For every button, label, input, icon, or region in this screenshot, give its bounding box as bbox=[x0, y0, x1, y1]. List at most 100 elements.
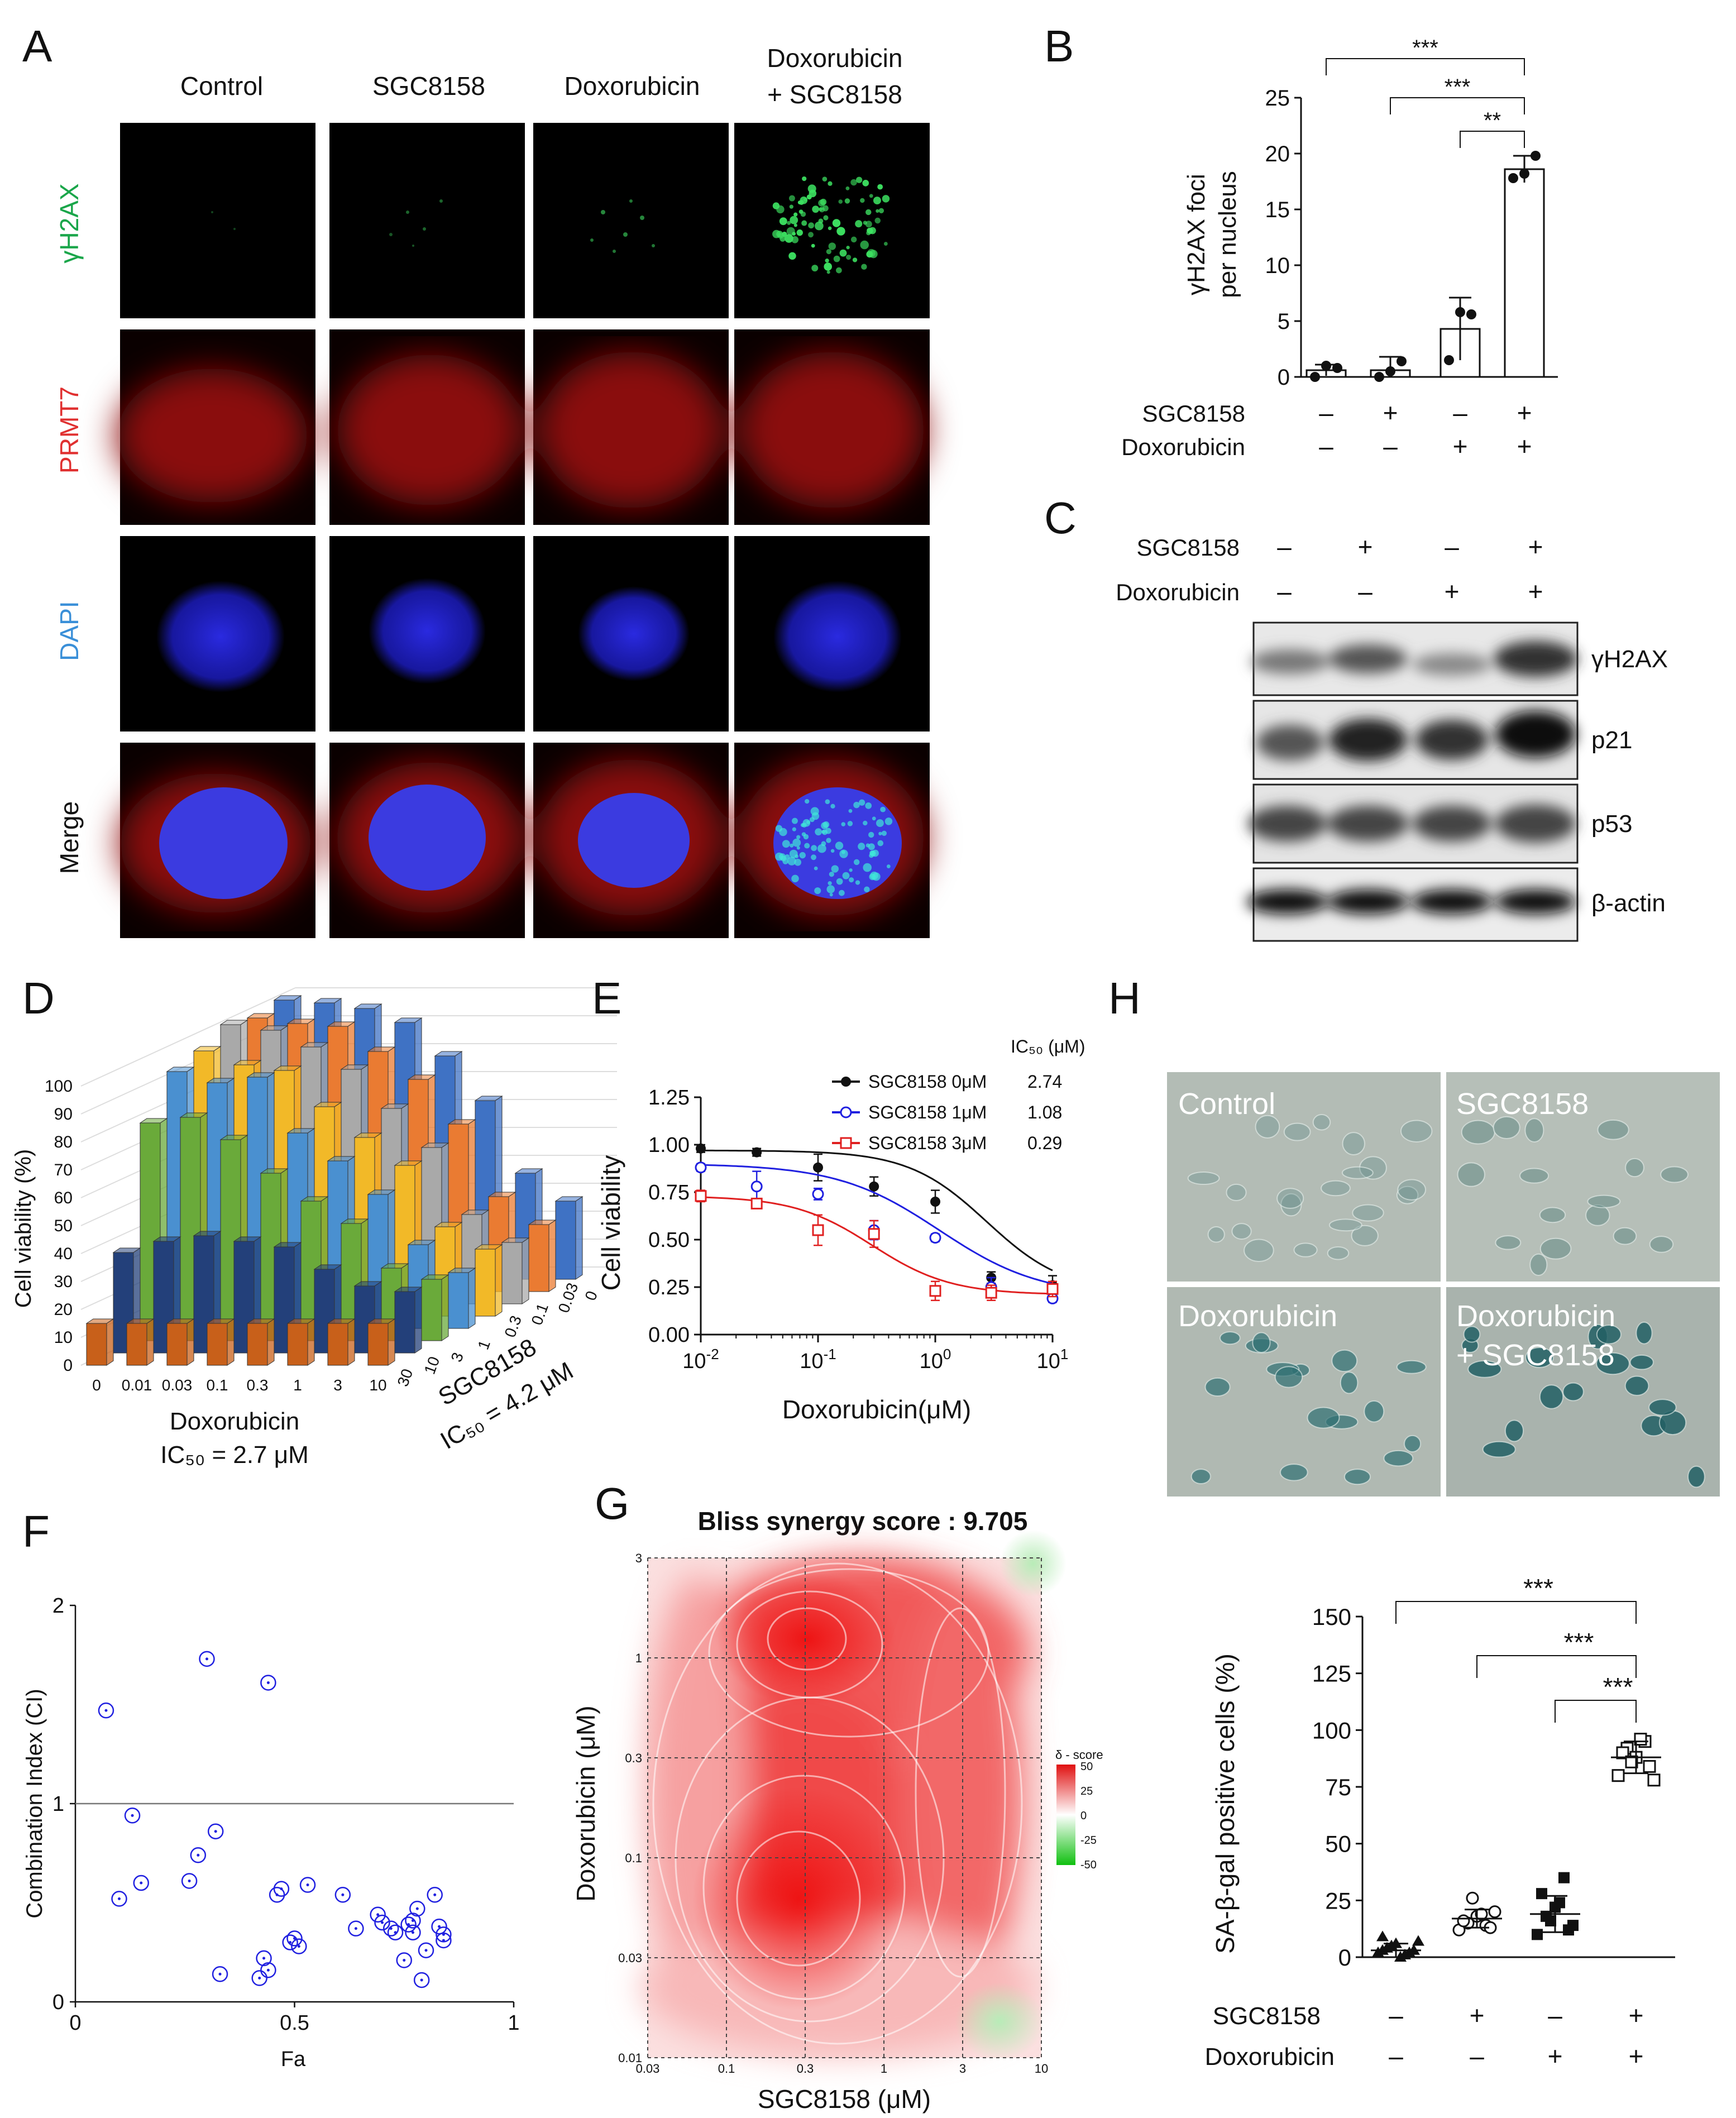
d-bar-front bbox=[475, 1249, 496, 1317]
band-label-gh2ax: γH2AX bbox=[1591, 646, 1668, 673]
focus-dot bbox=[878, 208, 884, 213]
focus-dot bbox=[833, 255, 840, 262]
focus-dot bbox=[819, 207, 823, 211]
f-ytick-label: 0 bbox=[52, 1991, 64, 2014]
d-bar-front bbox=[126, 1323, 147, 1366]
d-bar-top bbox=[219, 1135, 248, 1140]
d-xtick-label: 10 bbox=[369, 1376, 386, 1394]
column-label-doxorubicin: Doxorubicin bbox=[565, 71, 700, 101]
b-sign: + bbox=[1453, 432, 1468, 461]
h-cell bbox=[1404, 1435, 1422, 1452]
d-bar-top bbox=[420, 1274, 449, 1280]
h-cell bbox=[1495, 1235, 1522, 1250]
f-point bbox=[409, 1900, 425, 1917]
merge-focus-dot bbox=[814, 866, 818, 871]
e-fit-curve bbox=[700, 1164, 1053, 1285]
h-cell bbox=[1400, 1120, 1433, 1142]
panel-letter-g: G bbox=[595, 1479, 629, 1528]
merge-focus-dot bbox=[796, 835, 801, 839]
d-bar-side bbox=[495, 1244, 503, 1317]
band-label-p53: p53 bbox=[1591, 810, 1632, 838]
f-point bbox=[190, 1847, 207, 1863]
c-sign: – bbox=[1445, 532, 1459, 561]
h-cell bbox=[1687, 1465, 1705, 1488]
f-point bbox=[124, 1808, 141, 1824]
f-xtick-label: 0.5 bbox=[280, 2011, 309, 2035]
h-sign: + bbox=[1629, 2041, 1644, 2071]
f-point-center bbox=[381, 1921, 384, 1924]
d-depth-tick-label: 0.3 bbox=[501, 1313, 525, 1340]
focus-dot bbox=[815, 221, 824, 231]
f-point-center bbox=[262, 1957, 266, 1960]
h-sign: – bbox=[1548, 2001, 1562, 2030]
h-cell bbox=[1397, 1179, 1427, 1201]
c-sign-row-doxorubicin: – – + + bbox=[1277, 577, 1543, 606]
c-sign: – bbox=[1277, 532, 1292, 561]
d-bar-top bbox=[554, 1196, 584, 1202]
d-gridline-side bbox=[80, 987, 296, 1087]
h-point bbox=[1545, 1915, 1556, 1926]
panel-h: H Control SGC8158 Doxorubicin Doxorubici… bbox=[1108, 973, 1720, 2071]
d-ztick-label: 60 bbox=[54, 1189, 73, 1207]
h-point bbox=[1412, 1935, 1424, 1946]
f-point-center bbox=[376, 1913, 380, 1916]
h-ylabel: SA-β-gal positive cells (%) bbox=[1211, 1653, 1240, 1954]
h-cell bbox=[1274, 1366, 1303, 1388]
h-ytick-label: 125 bbox=[1312, 1661, 1351, 1687]
d-bar-top bbox=[193, 1046, 222, 1051]
merge-focus-dot bbox=[828, 881, 832, 886]
merge-focus-dot bbox=[884, 817, 893, 825]
e-fit-curve bbox=[701, 1149, 1053, 1271]
focus-dot bbox=[823, 215, 829, 221]
focus-dot bbox=[873, 197, 881, 205]
h-cell bbox=[1562, 1382, 1584, 1402]
h-point bbox=[1475, 1907, 1488, 1921]
focus-dot bbox=[850, 236, 857, 243]
focus-dot bbox=[824, 262, 833, 271]
g-ytick: 0.1 bbox=[625, 1851, 642, 1865]
h-cell bbox=[1624, 1375, 1649, 1396]
g-xtick: 10 bbox=[1035, 2062, 1048, 2076]
f-point bbox=[282, 1934, 298, 1950]
h-cell bbox=[1321, 1180, 1351, 1197]
d-bar-front bbox=[501, 1242, 523, 1304]
panel-b: B γH2AX foci per nucleus 0510152025******… bbox=[1044, 21, 1558, 461]
e-ytick-label: 0.00 bbox=[648, 1323, 690, 1347]
h-cell bbox=[1383, 1450, 1414, 1467]
focus-dot bbox=[808, 232, 814, 238]
merge-focus-dot bbox=[869, 873, 876, 881]
d-bar-top bbox=[434, 1222, 463, 1227]
f-point bbox=[370, 1906, 386, 1923]
f-point-center bbox=[394, 1931, 397, 1934]
focus-dot bbox=[882, 195, 890, 203]
merge-focus-dot bbox=[841, 822, 846, 826]
f-point-center bbox=[297, 1945, 300, 1948]
f-point bbox=[260, 1962, 276, 1978]
focus-dot bbox=[811, 243, 815, 248]
d-ztick-label: 20 bbox=[54, 1301, 73, 1319]
merge-focus-dot bbox=[814, 887, 821, 895]
merge-focus-dot bbox=[809, 817, 815, 823]
d-bar-top bbox=[286, 1318, 315, 1324]
panel-letter-b: B bbox=[1044, 21, 1074, 71]
b-row-label-doxorubicin: Doxorubicin bbox=[1121, 434, 1245, 460]
d-bar-top bbox=[166, 1067, 195, 1072]
d-xtick-label: 0 bbox=[92, 1376, 101, 1394]
merge-focus-dot bbox=[876, 819, 884, 828]
greenspot-top-right bbox=[999, 1530, 1067, 1597]
f-point bbox=[273, 1881, 290, 1897]
d-depth-tick-label: 10 bbox=[421, 1354, 443, 1376]
e-xtick-label: 10-2 bbox=[682, 1346, 719, 1373]
e-point bbox=[929, 1285, 941, 1297]
d-bar-top bbox=[407, 1240, 436, 1245]
b-point bbox=[1455, 307, 1465, 317]
h-cell bbox=[1343, 1469, 1371, 1485]
c-sign: – bbox=[1277, 577, 1292, 606]
focus-dot bbox=[828, 181, 833, 186]
focus-dot bbox=[806, 194, 812, 200]
chart-h: 0 25 50 75 100 125 150 *** *** *** bbox=[1312, 1574, 1675, 1971]
focus-dot bbox=[877, 184, 883, 190]
h-cell bbox=[1341, 1166, 1374, 1179]
panel-letter-c: C bbox=[1044, 493, 1077, 543]
panel-letter-e: E bbox=[592, 973, 621, 1023]
